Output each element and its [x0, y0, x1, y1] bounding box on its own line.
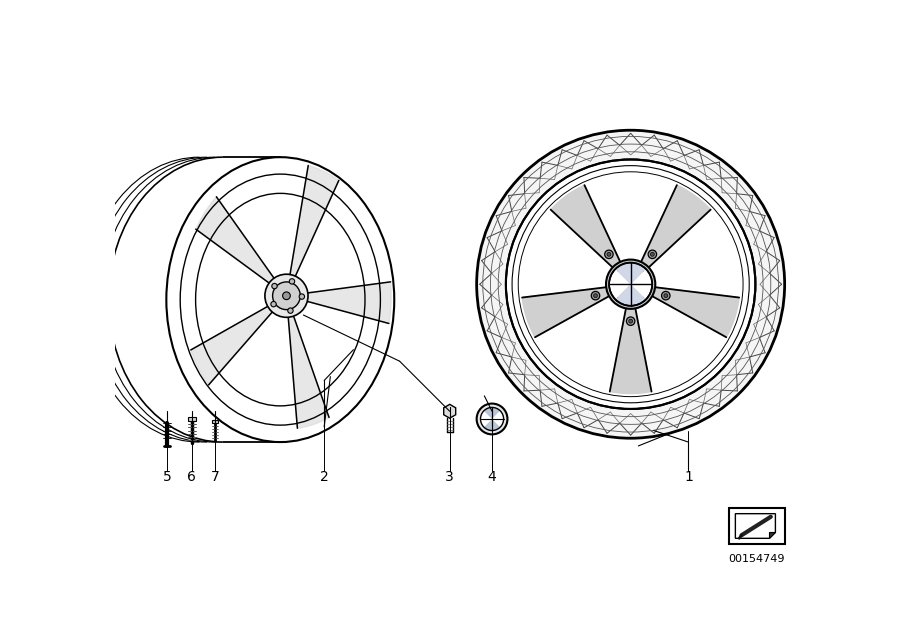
Circle shape — [288, 308, 293, 314]
Circle shape — [606, 259, 655, 309]
Circle shape — [299, 294, 304, 300]
Circle shape — [273, 282, 301, 310]
Circle shape — [626, 317, 634, 326]
Text: 7: 7 — [211, 470, 220, 484]
Wedge shape — [616, 263, 645, 284]
Text: 2: 2 — [320, 470, 328, 484]
Wedge shape — [631, 269, 652, 299]
Text: 3: 3 — [446, 470, 454, 484]
Circle shape — [506, 160, 755, 409]
Polygon shape — [191, 296, 286, 385]
Polygon shape — [286, 282, 392, 324]
Circle shape — [591, 291, 599, 300]
Circle shape — [272, 284, 277, 289]
Circle shape — [265, 274, 308, 317]
Wedge shape — [481, 411, 492, 427]
Polygon shape — [610, 284, 652, 394]
Circle shape — [271, 301, 276, 307]
Circle shape — [648, 250, 657, 259]
Circle shape — [612, 266, 649, 303]
Circle shape — [477, 130, 785, 438]
Polygon shape — [286, 296, 329, 428]
Text: 5: 5 — [163, 470, 172, 484]
Wedge shape — [609, 269, 631, 299]
Wedge shape — [492, 411, 504, 427]
Circle shape — [477, 404, 508, 434]
Text: 6: 6 — [187, 470, 196, 484]
Circle shape — [607, 252, 611, 256]
Polygon shape — [196, 197, 286, 296]
Polygon shape — [735, 514, 776, 538]
Polygon shape — [551, 185, 631, 284]
Polygon shape — [286, 165, 338, 296]
Wedge shape — [484, 419, 500, 431]
Circle shape — [283, 292, 291, 300]
Circle shape — [664, 294, 668, 298]
Polygon shape — [631, 185, 711, 284]
Circle shape — [605, 250, 613, 259]
Circle shape — [651, 252, 654, 256]
Circle shape — [629, 319, 633, 323]
Wedge shape — [484, 408, 500, 419]
Circle shape — [594, 294, 598, 298]
Bar — [188, 417, 195, 421]
Wedge shape — [616, 284, 645, 305]
Polygon shape — [631, 284, 739, 337]
Circle shape — [662, 291, 670, 300]
Polygon shape — [770, 532, 776, 538]
Polygon shape — [444, 404, 455, 418]
Text: 00154749: 00154749 — [729, 554, 785, 563]
Text: 1: 1 — [684, 470, 693, 484]
Bar — [212, 420, 218, 423]
Bar — [729, 508, 785, 544]
Text: 4: 4 — [488, 470, 497, 484]
Polygon shape — [522, 284, 631, 337]
Circle shape — [289, 279, 294, 284]
